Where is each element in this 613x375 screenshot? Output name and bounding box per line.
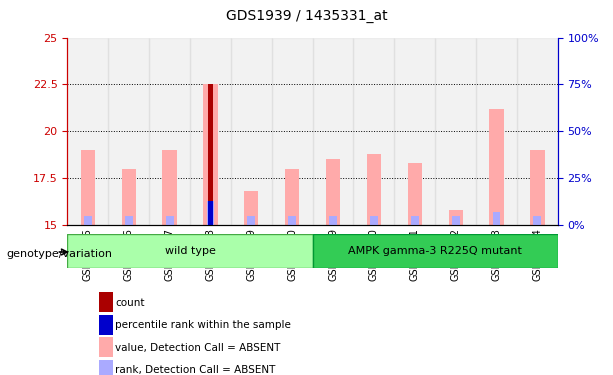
Bar (190, 38, 231, 225)
Text: wild type: wild type (165, 246, 215, 256)
Bar (166, 216, 173, 225)
Text: percentile rank within the sample: percentile rank within the sample (115, 321, 291, 330)
Bar (99, 292, 113, 312)
Bar (408, 163, 422, 225)
Bar (244, 191, 259, 225)
Bar (326, 159, 340, 225)
Text: genotype/variation: genotype/variation (6, 249, 112, 259)
Bar (370, 216, 378, 225)
Bar (99, 360, 113, 375)
Bar (452, 216, 460, 225)
Text: rank, Detection Call = ABSENT: rank, Detection Call = ABSENT (115, 366, 276, 375)
Bar (125, 216, 132, 225)
Bar (84, 216, 92, 225)
Bar (530, 150, 544, 225)
Bar (67, 38, 109, 225)
Bar (288, 216, 296, 225)
Bar (313, 234, 558, 268)
Bar (411, 216, 419, 225)
Bar (99, 315, 113, 334)
Bar (99, 337, 113, 357)
Bar (67, 234, 313, 268)
Bar (329, 216, 337, 225)
Bar (248, 216, 255, 225)
Bar (204, 84, 218, 225)
Bar (354, 38, 394, 225)
Bar (489, 109, 504, 225)
Bar (285, 169, 299, 225)
Text: GDS1939 / 1435331_at: GDS1939 / 1435331_at (226, 9, 387, 23)
Bar (517, 38, 558, 225)
Bar (435, 38, 476, 225)
Bar (207, 201, 215, 225)
Bar (81, 150, 95, 225)
Text: count: count (115, 298, 145, 308)
Bar (476, 38, 517, 225)
Bar (533, 216, 541, 225)
Bar (367, 154, 381, 225)
Bar (121, 169, 136, 225)
Bar (394, 38, 435, 225)
Text: AMPK gamma-3 R225Q mutant: AMPK gamma-3 R225Q mutant (348, 246, 522, 256)
Bar (449, 210, 463, 225)
Bar (313, 38, 354, 225)
Bar (162, 150, 177, 225)
Bar (208, 201, 213, 225)
Text: value, Detection Call = ABSENT: value, Detection Call = ABSENT (115, 343, 281, 353)
Bar (208, 84, 213, 225)
Bar (149, 38, 190, 225)
Bar (109, 38, 149, 225)
Bar (272, 38, 313, 225)
Bar (231, 38, 272, 225)
Bar (493, 212, 500, 225)
